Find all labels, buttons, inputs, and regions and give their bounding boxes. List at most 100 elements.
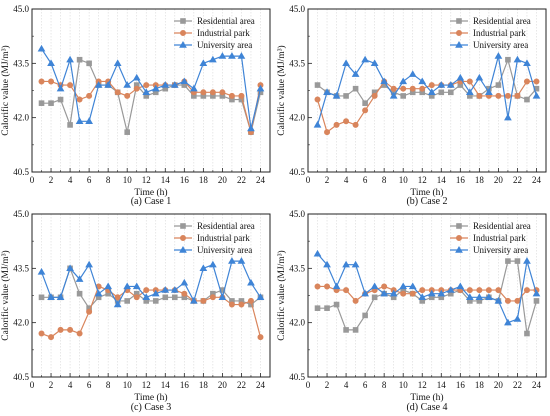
data-point [514, 297, 521, 304]
x-tick-label: 2 [49, 380, 54, 390]
data-point [247, 278, 255, 286]
data-point [238, 92, 245, 99]
x-tick-label: 12 [142, 175, 151, 185]
data-point [456, 223, 462, 229]
x-tick-label: 4 [68, 380, 73, 390]
data-point [362, 312, 368, 319]
data-point [456, 282, 465, 290]
chart-panel-3: 0 2 4 6 8 10 12 14 16 18 20 22 2440.542.043.545.0Tim… [0, 209, 271, 413]
data-point [228, 301, 235, 308]
data-point [409, 85, 416, 92]
data-point [465, 293, 474, 301]
x-tick-label: 10 [123, 380, 133, 390]
panel-caption: (c) Case 3 [131, 402, 172, 413]
panel-caption: (b) Case 2 [406, 196, 447, 207]
data-point [37, 267, 46, 275]
x-tick-label: 20 [494, 175, 504, 185]
legend-label: Industrial park [197, 28, 250, 38]
data-point [418, 77, 427, 85]
y-axis-title: Calorific value (MJ/m³) [0, 45, 11, 135]
data-point [38, 330, 45, 337]
y-axis-title: Calorific value (MJ/m³) [276, 250, 287, 340]
x-tick-label: 16 [456, 380, 466, 390]
data-point [343, 287, 350, 294]
chart-panel-1: 0 2 4 6 8 10 12 14 16 18 20 22 2440.542.043.545.0Tim… [0, 4, 271, 207]
data-point [370, 282, 379, 290]
series-line [41, 285, 262, 338]
data-point [66, 55, 74, 63]
data-point [200, 89, 207, 96]
x-tick-label: 12 [418, 380, 427, 390]
data-point [123, 282, 132, 290]
data-point [48, 100, 54, 106]
legend-label: Residential area [473, 221, 531, 231]
data-point [514, 258, 521, 264]
legend-label: University area [197, 245, 252, 255]
data-point [352, 327, 359, 333]
data-point [143, 82, 150, 89]
data-point [390, 85, 397, 92]
data-point [85, 117, 93, 124]
data-point [56, 84, 65, 92]
data-point [324, 129, 331, 136]
x-tick-label: 6 [363, 380, 368, 390]
data-point [170, 81, 179, 88]
data-point [104, 282, 113, 290]
data-point [219, 89, 226, 96]
data-point [38, 100, 45, 106]
x-tick-label: 10 [123, 175, 133, 185]
data-point [400, 93, 406, 99]
x-tick-label: 0 [30, 380, 35, 390]
data-point [143, 287, 150, 294]
series-industrial-park [314, 283, 540, 304]
x-tick-label: 18 [199, 175, 209, 185]
data-point [48, 334, 55, 341]
y-tick-label: 45.0 [289, 209, 305, 219]
y-tick-label: 43.5 [289, 58, 305, 68]
data-point [427, 289, 436, 297]
data-point [237, 257, 246, 264]
data-point [200, 297, 207, 304]
x-tick-label: 10 [399, 175, 409, 185]
data-point [352, 85, 359, 92]
x-tick-label: 14 [437, 380, 447, 390]
data-point [465, 88, 474, 96]
data-point [124, 92, 131, 99]
data-point [324, 305, 330, 311]
data-point [180, 223, 186, 229]
x-tick-label: 24 [256, 380, 266, 390]
data-point [152, 298, 159, 304]
y-tick-label: 40.5 [13, 167, 29, 177]
data-point [532, 91, 541, 99]
legend-label: Industrial park [473, 233, 526, 243]
data-point [323, 260, 331, 268]
data-point [86, 92, 93, 99]
data-point [180, 235, 186, 241]
x-tick-label: 6 [87, 175, 92, 185]
data-point [485, 293, 493, 301]
x-tick-label: 14 [161, 175, 171, 185]
x-tick-label: 12 [142, 380, 151, 390]
x-tick-label: 4 [68, 175, 73, 185]
data-point [189, 296, 198, 304]
data-point [495, 82, 502, 88]
data-point [419, 85, 426, 92]
data-point [523, 59, 531, 67]
data-point [419, 287, 426, 294]
x-axis-title: Time (h) [134, 187, 167, 198]
data-point [437, 81, 446, 88]
data-point [504, 92, 511, 99]
data-point [161, 286, 170, 293]
data-point [199, 264, 208, 272]
series-line [41, 48, 262, 129]
data-point [466, 78, 473, 85]
x-tick-label: 4 [344, 175, 349, 185]
data-point [475, 293, 484, 301]
data-point [75, 117, 84, 124]
data-point [408, 70, 417, 77]
series-line [317, 260, 538, 334]
data-point [114, 294, 121, 301]
data-point [389, 91, 398, 99]
data-point [86, 60, 92, 67]
data-point [505, 56, 511, 63]
